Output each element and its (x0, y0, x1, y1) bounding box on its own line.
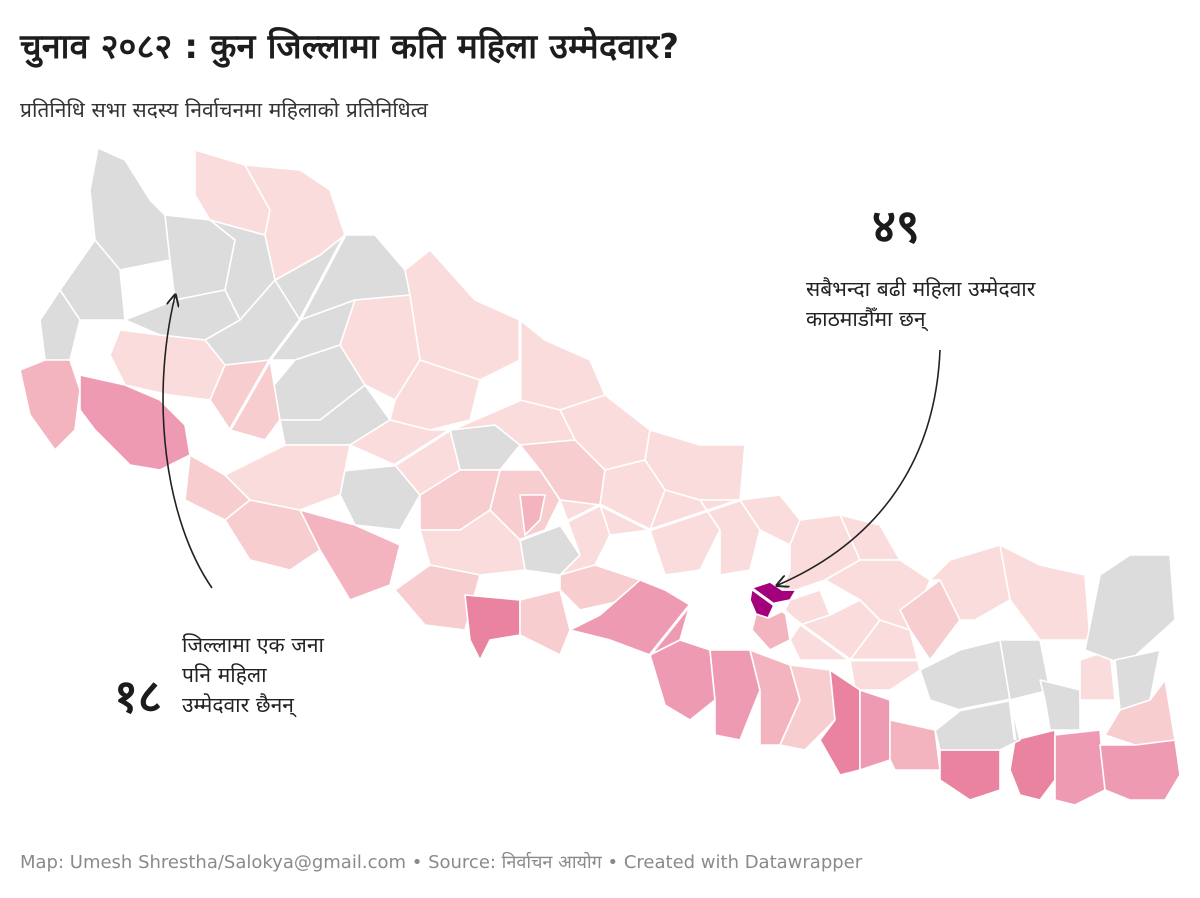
zero-note-line3: उम्मेदवार छैनन् (182, 693, 294, 717)
district-dhanusha[interactable] (859, 689, 891, 771)
zero-note-line1: जिल्लामा एक जना (182, 633, 324, 657)
district-okhaldhunga[interactable] (899, 579, 961, 661)
district-solukhumbu[interactable] (929, 544, 1011, 621)
district-taplejung[interactable] (1084, 554, 1176, 666)
district-saptari[interactable] (939, 749, 1001, 801)
district-banke[interactable] (224, 499, 321, 571)
zero-candidates-note: जिल्लामा एक जना पनि महिला उम्मेदवार छैनन… (182, 630, 324, 720)
district-baitadi[interactable] (59, 239, 126, 321)
district-jhapa[interactable] (1099, 739, 1181, 801)
province-boundary-gandaki (519, 498, 741, 542)
district-kailali[interactable] (79, 374, 191, 471)
district-bara[interactable] (709, 649, 761, 741)
max-note-line2: काठमाडौँमा छन् (806, 307, 926, 331)
district-siraha[interactable] (889, 719, 941, 771)
footer-credit: Map: Umesh Shrestha/Salokya@gmail.com • … (20, 852, 863, 873)
district-ilam[interactable] (1104, 679, 1176, 746)
map-title: चुनाव २०८२ : कुन जिल्लामा कति महिला उम्म… (20, 27, 680, 67)
district-parsa[interactable] (649, 639, 716, 721)
zero-note-line2: पनि महिला (182, 663, 267, 687)
arrow-to-far-west (162, 296, 213, 589)
province-boundary-sudurpashchim (228, 234, 347, 431)
district-salyan[interactable] (224, 444, 351, 511)
district-kanchanpur[interactable] (19, 359, 81, 451)
max-candidates-note: सबैभन्दा बढी महिला उम्मेदवार काठमाडौँमा … (806, 274, 1035, 334)
district-lalitpur[interactable] (751, 609, 791, 651)
district-morang[interactable] (1054, 729, 1106, 806)
district-sankhuwasabha[interactable] (999, 544, 1091, 641)
arrow-to-kathmandu (778, 349, 941, 585)
province-boundary-bagmati (648, 578, 930, 662)
max-note-line1: सबैभन्दा बढी महिला उम्मेदवार (806, 277, 1036, 301)
district-jumla[interactable] (244, 164, 346, 281)
district-nawalparasi[interactable] (519, 589, 571, 656)
zero-candidates-number: १८ (114, 669, 162, 723)
district-mustang[interactable] (519, 319, 606, 411)
district-parbat[interactable] (519, 494, 546, 536)
province-boundary-madhesh (934, 698, 1017, 741)
district-dang[interactable] (299, 509, 401, 601)
district-dhankuta[interactable] (1039, 679, 1081, 731)
map-subtitle: प्रतिनिधि सभा सदस्य निर्वाचनमा महिलाको प… (20, 98, 428, 122)
max-candidates-number: ४९ (872, 199, 920, 253)
province-boundary-karnali (344, 320, 522, 472)
nepal-district-map (19, 147, 1181, 806)
district-rupandehi[interactable] (464, 594, 521, 661)
